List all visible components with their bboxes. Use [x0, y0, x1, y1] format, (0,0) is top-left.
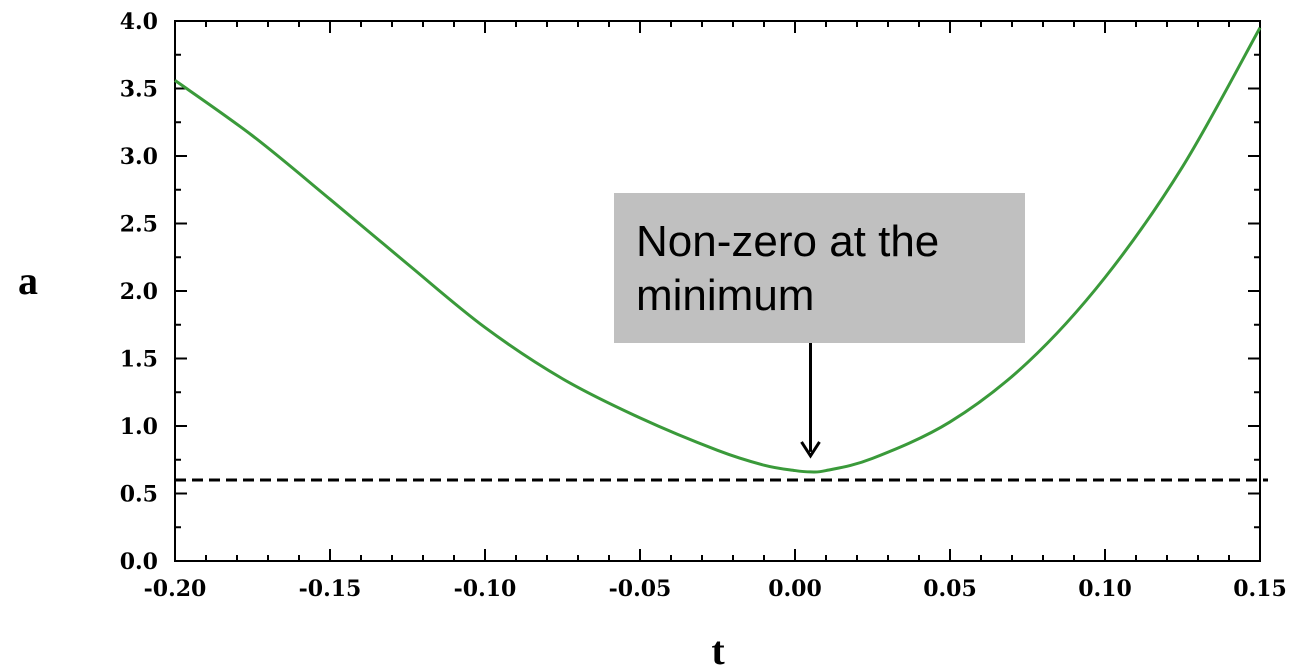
y-tick-label: 3.0 [120, 144, 158, 170]
x-tick-label: 0.10 [1078, 576, 1132, 602]
x-tick-label: -0.15 [299, 576, 362, 602]
y-tick-label: 1.0 [120, 414, 158, 440]
y-tick-label: 2.5 [120, 212, 158, 238]
series-line-0 [174, 27, 1262, 474]
y-tick-label: 4.0 [120, 9, 158, 35]
y-tick-label: 0.0 [120, 549, 158, 575]
x-tick-label: -0.20 [144, 576, 207, 602]
x-tick-label: -0.10 [454, 576, 517, 602]
y-tick-label: 2.0 [120, 279, 158, 305]
annotation-text: Non-zero at the minimum [636, 217, 940, 320]
annotation-box: Non-zero at the minimum [614, 193, 1025, 343]
x-tick-label: -0.05 [609, 576, 672, 602]
y-tick-label: 1.5 [120, 347, 158, 373]
x-tick-label: 0.05 [923, 576, 977, 602]
x-tick-label: 0.15 [1233, 576, 1287, 602]
y-tick-label: 3.5 [120, 77, 158, 103]
y-tick-label: 0.5 [120, 482, 158, 508]
x-tick-label: 0.00 [768, 576, 822, 602]
x-axis-title: t [711, 628, 725, 667]
y-axis-title: a [18, 258, 38, 303]
